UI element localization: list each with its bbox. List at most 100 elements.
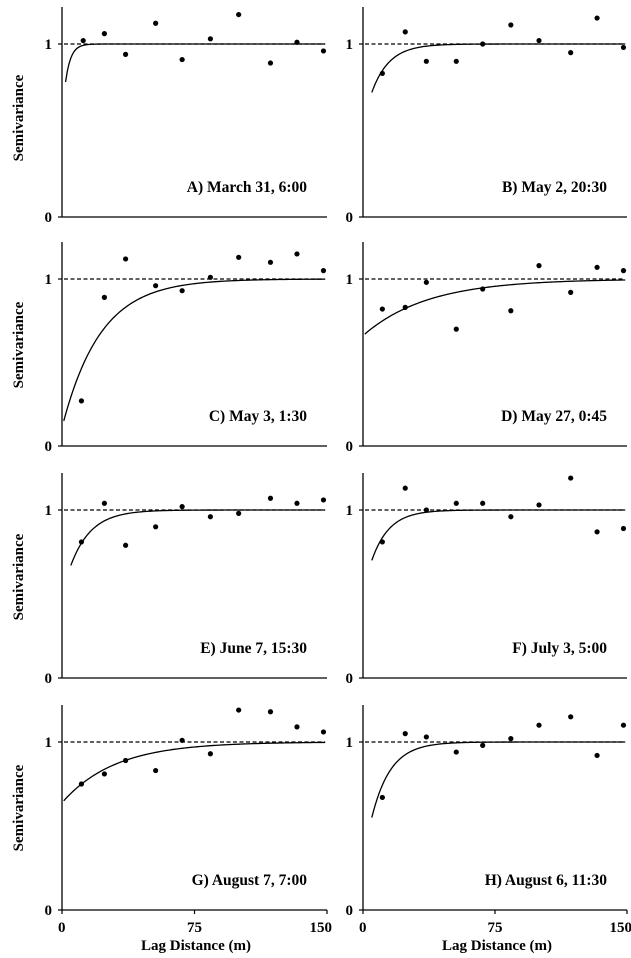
- data-point: [153, 283, 159, 289]
- model-curve: [364, 279, 626, 335]
- data-point: [179, 56, 185, 63]
- y-axis-label-row-4: Semivariance: [11, 764, 27, 851]
- data-point: [123, 757, 129, 764]
- data-point: [508, 736, 514, 742]
- data-point: [267, 259, 274, 265]
- panel-title: D) May 27, 0:45: [501, 408, 607, 425]
- panel-title: H) August 6, 11:30: [485, 872, 608, 889]
- data-point: [480, 742, 486, 748]
- data-point: [402, 731, 408, 737]
- data-point: [480, 500, 486, 506]
- data-point: [153, 524, 159, 530]
- data-point: [123, 51, 129, 57]
- data-point: [123, 542, 129, 548]
- panel-title: F) July 3, 5:00: [512, 640, 607, 657]
- data-point: [423, 58, 429, 64]
- panel-title: C) May 3, 1:30: [209, 408, 307, 425]
- data-point: [78, 781, 85, 787]
- y-tick-label: 1: [346, 735, 354, 751]
- data-point: [402, 485, 408, 491]
- data-point: [620, 525, 627, 532]
- y-tick-label: 0: [45, 671, 53, 687]
- panel-d: 0 1 D) May 27, 0:45: [346, 242, 627, 455]
- data-point: [78, 539, 85, 545]
- data-point: [453, 500, 459, 506]
- data-point: [594, 15, 600, 21]
- data-point: [267, 495, 274, 501]
- data-point: [594, 264, 600, 270]
- y-tick-label: 1: [346, 272, 354, 288]
- model-curve: [64, 43, 326, 83]
- data-point: [568, 289, 574, 295]
- data-point: [179, 288, 185, 294]
- data-point: [294, 39, 300, 45]
- model-curve: [371, 741, 626, 818]
- y-tick-label: 1: [45, 272, 53, 288]
- data-point: [508, 22, 514, 28]
- data-point: [453, 58, 459, 64]
- x-tick-label: 0: [359, 920, 367, 936]
- data-point: [101, 294, 107, 300]
- data-point: [294, 251, 300, 257]
- data-point: [101, 500, 107, 506]
- x-axis-label-left: Lag Distance (m): [141, 938, 251, 954]
- y-tick-label: 1: [45, 503, 53, 519]
- y-tick-label: 0: [346, 210, 354, 226]
- x-tick-label: 75: [488, 920, 503, 936]
- y-tick-label: 1: [45, 735, 53, 751]
- panel-title: G) August 7, 7:00: [192, 872, 308, 889]
- data-point: [153, 767, 159, 774]
- panel-c: 0 1 C) May 3, 1:30: [45, 242, 327, 455]
- data-point: [207, 514, 213, 520]
- data-point: [402, 29, 408, 35]
- model-curve: [70, 509, 326, 566]
- data-point: [568, 714, 574, 720]
- y-axis-label-row-3: Semivariance: [11, 533, 27, 620]
- data-point: [423, 507, 429, 513]
- model-curve: [63, 741, 326, 802]
- data-point: [536, 502, 542, 508]
- data-point: [620, 268, 627, 274]
- data-point: [594, 752, 600, 759]
- data-point: [594, 529, 600, 535]
- y-tick-label: 0: [45, 439, 53, 455]
- data-point: [78, 398, 85, 404]
- y-axis-label-row-1: Semivariance: [11, 74, 27, 161]
- y-axis-label-row-2: Semivariance: [11, 301, 27, 388]
- y-tick-label: 0: [45, 903, 53, 919]
- data-point: [508, 514, 514, 520]
- data-point: [179, 737, 185, 743]
- x-tick-label: 75: [187, 920, 202, 936]
- data-point: [508, 308, 514, 314]
- data-point: [480, 41, 486, 47]
- y-tick-label: 0: [346, 439, 354, 455]
- data-point: [423, 734, 429, 740]
- data-point: [179, 504, 185, 510]
- data-point: [320, 729, 327, 735]
- data-point: [568, 475, 574, 481]
- data-point: [379, 306, 385, 312]
- panel-a: 0 1 A) March 31, 6:00: [45, 7, 327, 226]
- data-point: [480, 286, 486, 292]
- data-point: [123, 256, 129, 262]
- panel-g: 0 1 0 75 150 G) August 7, 7:00: [45, 705, 332, 936]
- panel-f: 0 1 F) July 3, 5:00: [346, 473, 627, 687]
- data-point: [453, 749, 459, 755]
- data-point: [536, 37, 542, 44]
- y-tick-label: 0: [45, 210, 53, 226]
- panel-h: 0 1 0 75 150 H) August 6, 11:30: [346, 705, 631, 936]
- data-point: [568, 50, 574, 56]
- data-point: [453, 326, 459, 332]
- panel-title: A) March 31, 6:00: [187, 179, 307, 196]
- data-point: [207, 274, 213, 280]
- y-tick-label: 1: [45, 37, 53, 53]
- data-point: [320, 497, 327, 503]
- data-point: [320, 268, 327, 274]
- y-tick-label: 0: [346, 903, 354, 919]
- data-point: [536, 722, 542, 728]
- data-point: [379, 70, 385, 77]
- data-point: [294, 724, 300, 730]
- data-point: [620, 722, 627, 728]
- data-point: [379, 794, 385, 801]
